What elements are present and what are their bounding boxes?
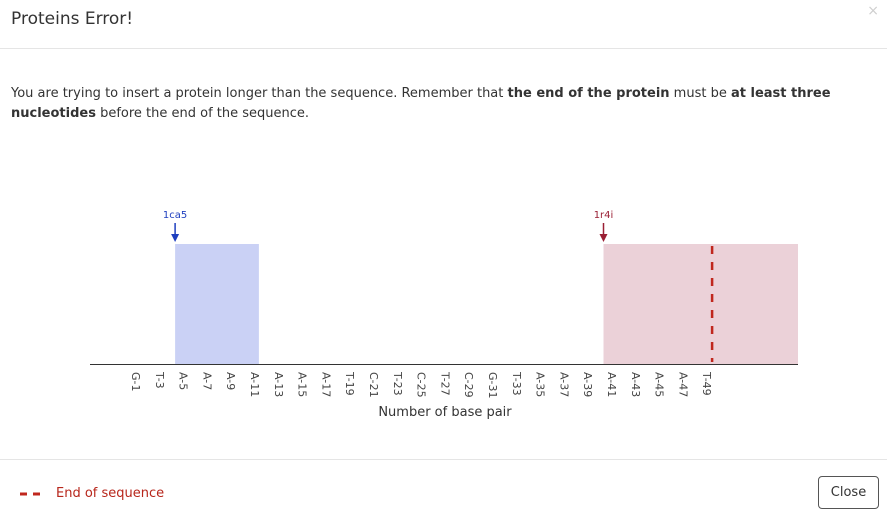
- close-button[interactable]: Close: [818, 476, 879, 509]
- protein-arrowhead-1r4i: [599, 234, 608, 242]
- legend-label: End of sequence: [56, 486, 165, 501]
- x-axis-label: Number of base pair: [378, 405, 512, 420]
- tick-label: C-25: [415, 372, 428, 398]
- close-icon[interactable]: ×: [867, 3, 879, 19]
- tick-label: A-7: [200, 372, 213, 390]
- protein-label-1ca5: 1ca5: [163, 210, 187, 221]
- tick-label: A-43: [629, 372, 642, 397]
- tick-label: C-29: [462, 372, 475, 398]
- tick-label: A-13: [272, 372, 285, 397]
- sequence-chart: 1ca5 1r4i G-1 T-3 A-5 A-7 A-9 A-11 A-13 A-15 A-17 T…: [90, 210, 798, 420]
- legend: End of sequence: [20, 486, 164, 501]
- protein-bar-1r4i: [603, 244, 798, 364]
- tick-label: A-45: [653, 372, 666, 397]
- protein-arrowhead-1ca5: [171, 234, 180, 242]
- tick-label: A-37: [557, 372, 570, 397]
- protein-label-1r4i: 1r4i: [594, 210, 614, 221]
- modal-title: Proteins Error!: [11, 9, 134, 29]
- tick-label: A-11: [248, 372, 261, 397]
- modal-header: Proteins Error! ×: [0, 0, 887, 49]
- end-of-sequence-legend-icon: [20, 492, 42, 495]
- protein-bar-1ca5: [175, 244, 259, 364]
- tick-label: T-27: [438, 371, 451, 396]
- tick-label: A-39: [581, 372, 594, 397]
- error-message: You are trying to insert a protein longe…: [11, 84, 871, 124]
- tick-label: T-33: [510, 371, 523, 396]
- tick-label: T-49: [700, 371, 713, 396]
- message-bold-1: the end of the protein: [507, 86, 670, 101]
- modal-footer: End of sequence Close: [0, 459, 887, 518]
- tick-label: A-9: [224, 372, 237, 390]
- tick-label: G-31: [486, 372, 499, 399]
- tick-label: A-5: [177, 372, 190, 390]
- tick-label: T-3: [153, 371, 166, 389]
- tick-label: T-23: [391, 371, 404, 396]
- tick-label: G-1: [129, 372, 142, 392]
- tick-label: A-35: [534, 372, 547, 397]
- tick-label: A-41: [605, 372, 618, 397]
- tick-label: A-15: [296, 372, 309, 397]
- tick-label: T-19: [343, 371, 356, 396]
- message-text-3: before the end of the sequence.: [95, 106, 310, 121]
- tick-label: A-17: [319, 372, 332, 397]
- message-bold-2: at least three nucleotides: [11, 86, 831, 121]
- tick-label: A-47: [676, 372, 689, 397]
- message-text-2: must be: [669, 86, 731, 101]
- tick-label: C-21: [367, 372, 380, 398]
- message-text-1: You are trying to insert a protein longe…: [11, 86, 508, 101]
